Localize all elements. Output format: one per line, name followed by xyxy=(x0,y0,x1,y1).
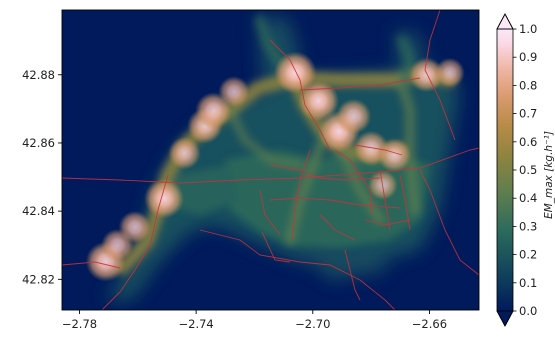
hotspot-7 xyxy=(218,76,250,108)
heatmap-field xyxy=(62,10,479,310)
x-tick-label: −2.74 xyxy=(179,317,214,331)
colorbar-tick-label: 0.6 xyxy=(519,135,537,149)
colorbar-gradient xyxy=(497,29,513,311)
colorbar-tick-label: 0.2 xyxy=(519,248,537,262)
x-axis: −2.78 −2.74 −2.70 −2.66 xyxy=(62,310,447,331)
colorbar-tick-label: 0.8 xyxy=(519,78,537,92)
colorbar-tick-label: 1.0 xyxy=(519,22,537,36)
hotspot-14 xyxy=(409,57,444,93)
colorbar-tick-label: 0.3 xyxy=(519,219,537,233)
x-tick-label: −2.66 xyxy=(412,317,447,331)
colorbar-extend-min xyxy=(496,310,514,327)
hotspot-4 xyxy=(168,136,201,170)
hotspot-2 xyxy=(118,210,152,244)
colorbar: 0.0 0.1 0.2 0.3 0.4 0.5 0.6 0.7 0.8 0.9 1.0 EM_max… xyxy=(496,13,555,327)
hotspot-11 xyxy=(335,98,372,135)
hotspot-13 xyxy=(377,138,412,173)
hotspot-15 xyxy=(434,57,465,88)
colorbar-tick-label: 0.9 xyxy=(519,50,537,64)
y-tick-label: 42.84 xyxy=(22,204,55,218)
colorbar-extend-max xyxy=(496,13,514,30)
colorbar-tick-label: 0.4 xyxy=(519,191,537,205)
boundary-lines xyxy=(62,10,479,310)
colorbar-ticks: 0.0 0.1 0.2 0.3 0.4 0.5 0.6 0.7 0.8 0.9 1.0 xyxy=(513,22,537,318)
colorbar-tick-label: 0.5 xyxy=(519,163,537,177)
colorbar-tick-label: 0.1 xyxy=(519,276,537,290)
x-tick-label: −2.78 xyxy=(62,317,97,331)
hotspot-8 xyxy=(274,51,317,94)
y-axis: 42.82 42.84 42.86 42.88 xyxy=(22,68,62,286)
hotspot-3 xyxy=(144,178,185,219)
colorbar-tick-label: 0.7 xyxy=(519,107,537,121)
colorbar-tick-label: 0.0 xyxy=(519,304,537,318)
y-tick-label: 42.82 xyxy=(22,272,55,286)
plot-frame xyxy=(61,9,480,311)
y-tick-label: 42.86 xyxy=(22,136,55,150)
y-tick-label: 42.88 xyxy=(22,68,55,82)
colorbar-label: EM_max [kg.h⁻¹] xyxy=(543,131,555,219)
x-tick-label: −2.70 xyxy=(295,317,330,331)
